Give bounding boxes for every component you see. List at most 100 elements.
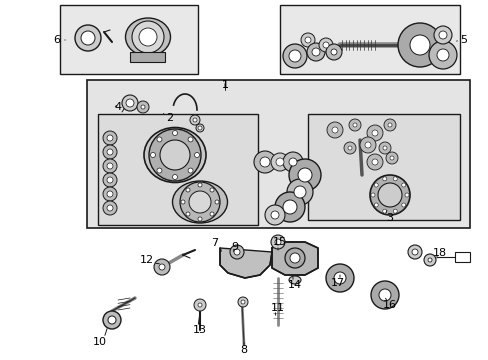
Circle shape [371, 159, 377, 165]
Circle shape [297, 168, 311, 182]
Circle shape [209, 212, 214, 216]
Circle shape [107, 205, 113, 211]
Circle shape [359, 137, 375, 153]
Circle shape [364, 142, 370, 148]
Circle shape [438, 31, 446, 39]
Circle shape [81, 31, 95, 45]
Circle shape [352, 123, 356, 127]
Circle shape [427, 258, 431, 262]
Circle shape [389, 156, 393, 160]
Text: 4: 4 [114, 102, 122, 112]
Circle shape [196, 124, 203, 132]
Circle shape [141, 105, 145, 109]
Circle shape [188, 168, 193, 173]
Text: 16: 16 [382, 300, 396, 310]
Circle shape [198, 126, 202, 130]
Circle shape [385, 152, 397, 164]
Circle shape [378, 142, 390, 154]
Circle shape [229, 245, 244, 259]
Text: 7: 7 [211, 238, 218, 248]
Circle shape [409, 35, 429, 55]
Circle shape [198, 217, 202, 221]
Circle shape [382, 177, 386, 181]
Circle shape [373, 203, 378, 207]
Circle shape [330, 49, 336, 55]
Circle shape [270, 153, 288, 171]
Circle shape [172, 175, 177, 180]
Circle shape [189, 191, 210, 213]
Circle shape [188, 137, 193, 142]
Circle shape [198, 183, 202, 187]
Circle shape [137, 101, 149, 113]
Polygon shape [271, 242, 317, 275]
Circle shape [397, 23, 441, 67]
Circle shape [311, 48, 319, 56]
Text: 14: 14 [287, 280, 302, 290]
Circle shape [103, 187, 117, 201]
Circle shape [194, 299, 205, 311]
Circle shape [288, 50, 301, 62]
Circle shape [401, 203, 405, 207]
Circle shape [103, 145, 117, 159]
Circle shape [323, 42, 328, 48]
Text: 13: 13 [193, 325, 206, 335]
Text: 1: 1 [221, 80, 228, 90]
Circle shape [378, 289, 390, 301]
Ellipse shape [143, 127, 205, 183]
Bar [60, 5, 198, 74]
Circle shape [234, 249, 240, 255]
Circle shape [348, 119, 360, 131]
Circle shape [318, 38, 332, 52]
Circle shape [366, 154, 382, 170]
Circle shape [283, 44, 306, 68]
Circle shape [198, 303, 202, 307]
Circle shape [122, 95, 138, 111]
Circle shape [159, 264, 164, 270]
Circle shape [407, 245, 421, 259]
Bar [98, 114, 258, 225]
Circle shape [172, 131, 177, 135]
Circle shape [285, 248, 305, 268]
Circle shape [383, 119, 395, 131]
Bar [280, 5, 459, 74]
Circle shape [185, 212, 190, 216]
Text: 12: 12 [140, 255, 154, 265]
Polygon shape [220, 248, 271, 278]
Circle shape [103, 201, 117, 215]
Circle shape [283, 200, 296, 214]
Polygon shape [454, 252, 469, 262]
Circle shape [238, 297, 247, 307]
Circle shape [270, 235, 285, 249]
Circle shape [209, 188, 214, 192]
Circle shape [436, 49, 448, 61]
Text: 3: 3 [386, 213, 393, 223]
Ellipse shape [288, 276, 301, 284]
Text: 1: 1 [221, 80, 228, 90]
Circle shape [382, 146, 386, 150]
Circle shape [274, 192, 305, 222]
Circle shape [377, 183, 401, 207]
Circle shape [288, 158, 296, 166]
Circle shape [392, 209, 396, 213]
Text: 10: 10 [93, 337, 107, 347]
Text: 17: 17 [330, 278, 345, 288]
Text: 18: 18 [432, 248, 446, 258]
Circle shape [392, 177, 396, 181]
Circle shape [275, 158, 284, 166]
Circle shape [371, 130, 377, 136]
Circle shape [293, 186, 305, 198]
Text: 8: 8 [240, 345, 247, 355]
Circle shape [433, 26, 451, 44]
Circle shape [253, 151, 275, 173]
Circle shape [373, 183, 378, 187]
Circle shape [306, 43, 325, 61]
Circle shape [333, 272, 346, 284]
Circle shape [154, 259, 170, 275]
Ellipse shape [172, 181, 227, 223]
Circle shape [194, 153, 199, 158]
Circle shape [382, 209, 386, 213]
Circle shape [180, 182, 220, 222]
Circle shape [325, 44, 341, 60]
Circle shape [286, 179, 312, 205]
Circle shape [190, 115, 200, 125]
